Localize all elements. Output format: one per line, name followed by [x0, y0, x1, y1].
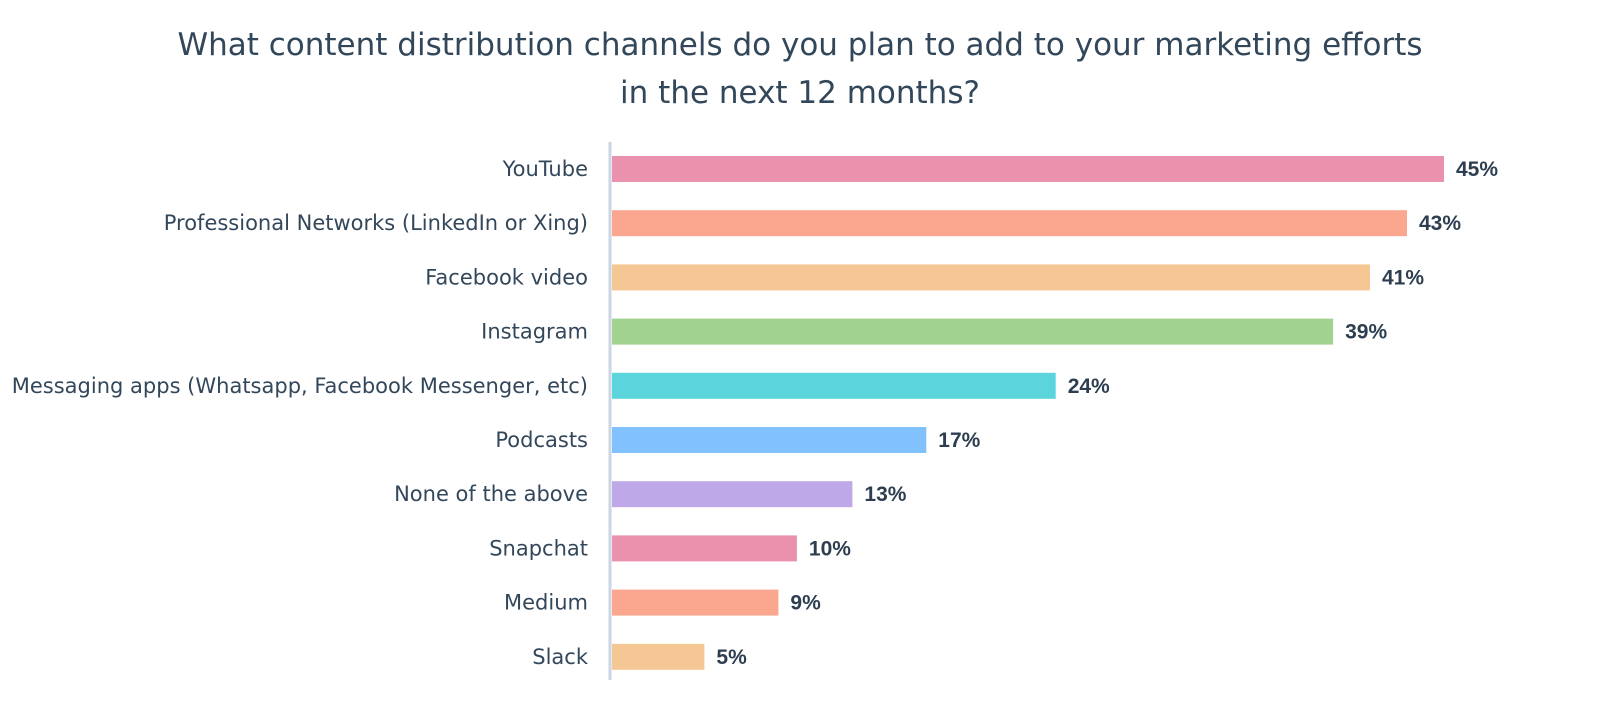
value-label: 5% — [716, 646, 747, 669]
category-label: Snapchat — [489, 536, 588, 560]
bar — [612, 427, 927, 453]
bar — [612, 372, 1056, 399]
category-label: Professional Networks (LinkedIn or Xing) — [164, 211, 588, 235]
bar — [612, 643, 705, 670]
bar — [612, 535, 797, 562]
category-label: YouTube — [502, 157, 588, 181]
bar — [612, 589, 779, 616]
value-label: 9% — [790, 592, 821, 615]
bar — [612, 264, 1370, 291]
bar — [612, 318, 1334, 345]
value-label: 39% — [1345, 321, 1387, 344]
chart-title-line-1: What content distribution channels do yo… — [177, 27, 1423, 63]
bar — [612, 210, 1407, 237]
category-label: Slack — [532, 645, 589, 669]
category-label: None of the above — [394, 482, 588, 506]
category-label: Messaging apps (Whatsapp, Facebook Messe… — [12, 374, 588, 398]
value-label: 13% — [864, 483, 906, 506]
value-label: 41% — [1382, 266, 1424, 289]
value-label: 24% — [1068, 375, 1110, 398]
chart-title-line-2: in the next 12 months? — [620, 75, 980, 111]
category-label: Podcasts — [495, 428, 588, 452]
value-label: 45% — [1456, 158, 1498, 181]
category-label: Instagram — [481, 320, 588, 344]
category-label: Medium — [504, 591, 588, 615]
bar — [612, 481, 853, 508]
value-label: 10% — [809, 537, 851, 560]
value-label: 17% — [938, 429, 980, 452]
value-label: 43% — [1419, 212, 1461, 235]
category-label: Facebook video — [425, 265, 588, 289]
bar — [612, 156, 1444, 182]
